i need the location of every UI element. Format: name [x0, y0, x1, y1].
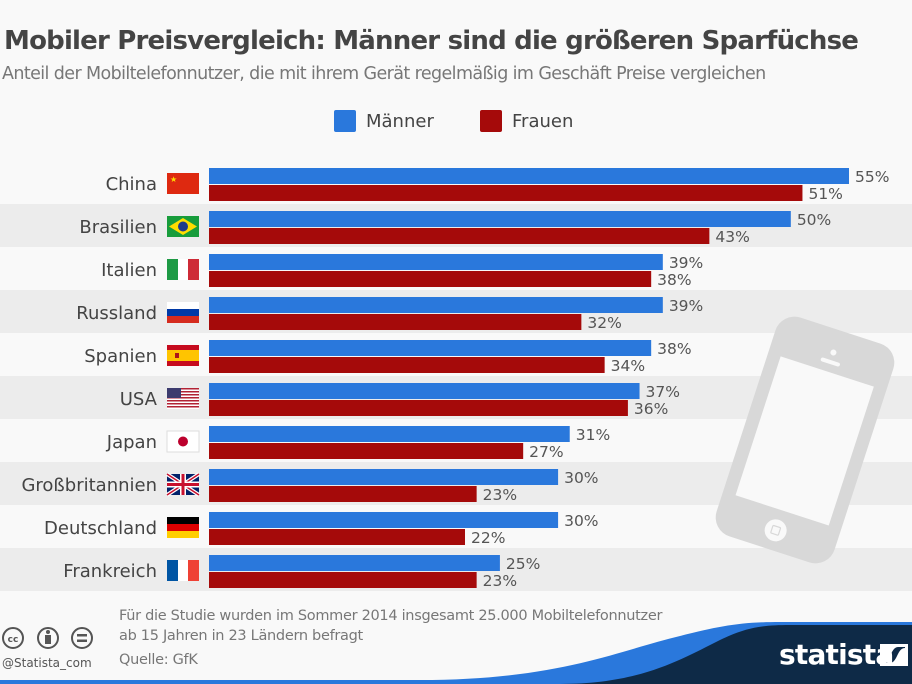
bar-men	[209, 254, 663, 270]
bar-chart: ★ China Brasilien Italien Russland Spanien US…	[0, 168, 912, 591]
category-label: Frankreich	[63, 561, 157, 582]
uk-flag-icon	[165, 472, 201, 497]
svg-text:cc: cc	[8, 635, 19, 645]
russia-flag-icon	[167, 302, 199, 323]
brazil-flag-icon	[167, 216, 199, 237]
chart-subtitle: Anteil der Mobiltelefonnutzer, die mit i…	[2, 64, 766, 84]
bar-women	[209, 228, 710, 244]
bar-men	[209, 297, 663, 313]
legend-swatch-women	[480, 110, 502, 132]
bar-men	[209, 383, 640, 399]
bar-women	[209, 357, 605, 373]
bar-men	[209, 555, 500, 571]
statista-handle-link[interactable]: @Statista_com	[2, 656, 92, 670]
nd-icon	[71, 627, 93, 649]
value-label: 30%	[564, 512, 598, 530]
japan-flag-icon	[166, 430, 200, 453]
value-label: 38%	[657, 271, 691, 289]
statista-logo-text[interactable]: statista	[779, 638, 894, 671]
category-label: Deutschland	[44, 518, 157, 539]
bar-women	[209, 529, 465, 545]
cc-icon: cc	[2, 627, 24, 649]
value-label: 38%	[657, 340, 691, 358]
bar-women	[209, 314, 582, 330]
value-label: 37%	[646, 383, 680, 401]
source-label: Quelle: GfK	[119, 652, 198, 668]
value-label: 51%	[808, 185, 842, 203]
bar-women	[209, 572, 477, 588]
value-label: 34%	[611, 357, 645, 375]
bar-women	[209, 271, 652, 287]
value-label: 25%	[506, 555, 540, 573]
value-label: 43%	[715, 228, 749, 246]
category-label: China	[106, 174, 157, 195]
footnote-line-2: ab 15 Jahren in 23 Ländern befragt	[119, 628, 363, 644]
footer-graphics: cc	[0, 622, 912, 684]
bar-men	[209, 469, 559, 485]
legend-swatch-men	[334, 110, 356, 132]
phone-illustration-icon	[715, 316, 895, 564]
category-label: Großbritannien	[21, 475, 157, 496]
value-label: 39%	[669, 254, 703, 272]
value-label: 39%	[669, 297, 703, 315]
category-label: Brasilien	[79, 217, 157, 238]
svg-text:★: ★	[170, 175, 177, 184]
value-label: 30%	[564, 469, 598, 487]
legend: Männer Frauen	[0, 110, 912, 136]
value-label: 23%	[483, 572, 517, 590]
bar-women	[209, 486, 477, 502]
bar-men	[209, 512, 559, 528]
value-label: 22%	[471, 529, 505, 547]
spain-flag-icon	[167, 345, 199, 366]
by-icon	[37, 627, 59, 649]
statista-logo-icon	[880, 644, 908, 666]
category-label: Italien	[101, 260, 157, 281]
germany-flag-icon	[167, 517, 199, 538]
value-label: 27%	[529, 443, 563, 461]
italy-flag-icon	[167, 259, 199, 280]
legend-item-men: Männer	[334, 110, 434, 132]
bar-men	[209, 340, 652, 356]
bar-men	[209, 426, 570, 442]
value-label: 31%	[576, 426, 610, 444]
usa-flag-icon	[167, 388, 199, 409]
legend-label-women: Frauen	[512, 110, 574, 132]
legend-item-women: Frauen	[480, 110, 573, 132]
footnote-line-1: Für die Studie wurden im Sommer 2014 ins…	[119, 608, 663, 624]
value-label: 36%	[634, 400, 668, 418]
category-label: Japan	[106, 432, 157, 453]
value-label: 32%	[587, 314, 621, 332]
bar-women	[209, 185, 803, 201]
bar-men	[209, 168, 849, 184]
value-label: 50%	[797, 211, 831, 229]
value-label: 23%	[483, 486, 517, 504]
bar-women	[209, 400, 628, 416]
category-label: Russland	[76, 303, 157, 324]
chart-title: Mobiler Preisvergleich: Männer sind die …	[4, 26, 859, 56]
bar-men	[209, 211, 791, 227]
bar-women	[209, 443, 524, 459]
china-flag-icon: ★	[167, 173, 199, 194]
legend-label-men: Männer	[366, 110, 434, 132]
value-label: 55%	[855, 168, 889, 186]
france-flag-icon	[167, 560, 199, 581]
category-label: USA	[120, 389, 158, 410]
category-label: Spanien	[84, 346, 157, 367]
